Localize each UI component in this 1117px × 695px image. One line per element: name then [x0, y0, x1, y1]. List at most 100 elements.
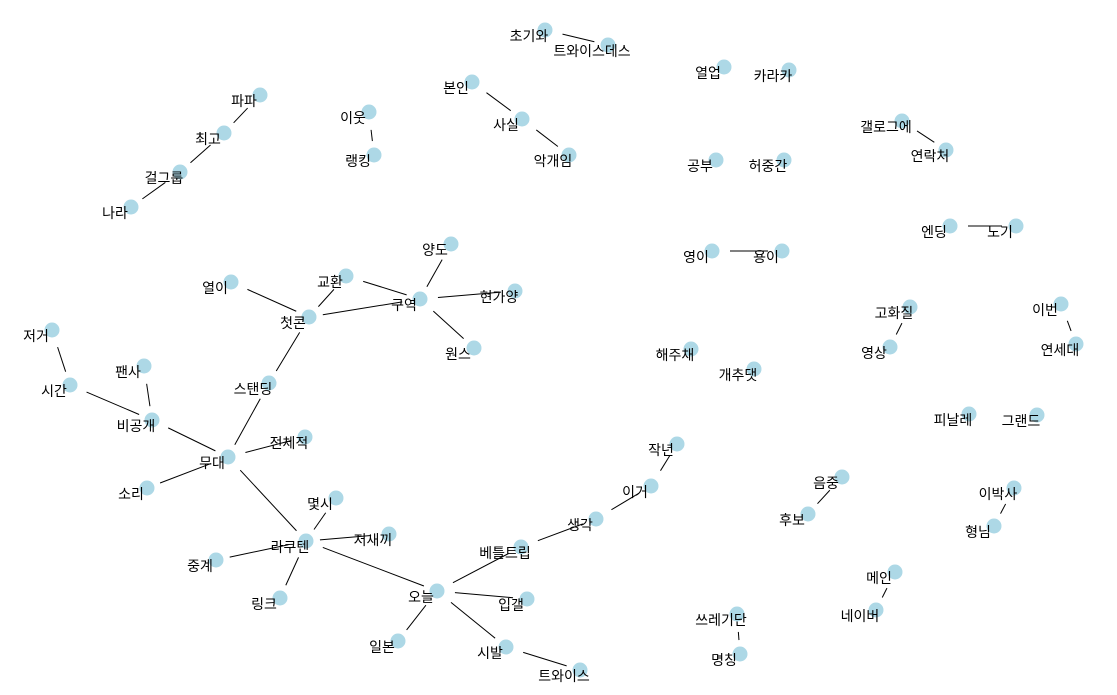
- graph-node: 음중: [813, 469, 850, 492]
- edge-n34-n35: [245, 440, 292, 453]
- edge-n23-n25: [363, 280, 407, 296]
- graph-node: 무대: [199, 449, 236, 472]
- node-label: 저새끼: [354, 533, 393, 549]
- graph-node: 열업: [695, 59, 732, 82]
- graph-node: 걸그룹: [145, 164, 188, 187]
- node-dot: [466, 340, 482, 356]
- node-dot: [746, 361, 762, 377]
- node-dot: [464, 74, 480, 90]
- edge-n39-n41: [285, 557, 299, 586]
- node-label: 비공개: [117, 419, 156, 435]
- edge-n9-n10: [190, 144, 211, 164]
- node-dot: [781, 62, 797, 78]
- node-label: 생각: [567, 518, 593, 534]
- node-dot: [507, 283, 523, 299]
- node-dot: [961, 406, 977, 422]
- node-label: 악개임: [534, 154, 573, 170]
- node-dot: [216, 125, 232, 141]
- node-label: 메인: [866, 571, 892, 587]
- graph-node: 현가양: [480, 283, 523, 306]
- node-dot: [1068, 336, 1084, 352]
- node-dot: [123, 199, 139, 215]
- node-label: 명칭: [711, 653, 737, 669]
- node-dot: [537, 22, 553, 38]
- graph-node: 본인: [443, 74, 480, 97]
- graph-node: 오늘: [408, 583, 445, 606]
- node-label: 갤로그에: [860, 120, 912, 136]
- graph-node: 쓰레기단: [695, 606, 747, 629]
- graph-node: 엔딩: [921, 218, 958, 241]
- node-dot: [834, 469, 850, 485]
- graph-node: 카라카: [754, 62, 797, 85]
- node-label: 사실: [493, 118, 519, 134]
- node-label: 구역: [391, 298, 417, 314]
- node-dot: [894, 113, 910, 129]
- node-dot: [298, 533, 314, 549]
- edge-n24-n27: [247, 288, 297, 312]
- edge-n6-n7: [370, 129, 373, 142]
- edge-n42-n44: [454, 592, 514, 599]
- node-dot: [1029, 407, 1045, 423]
- graph-node: 나라: [102, 199, 139, 222]
- node-label: 최고: [195, 132, 221, 148]
- graph-node: 사실: [493, 111, 530, 134]
- graph-node: 랭킹: [345, 147, 382, 170]
- node-label: 베틀트립: [479, 546, 531, 562]
- edge-n37-n39: [313, 512, 327, 530]
- graph-node: 팬사: [115, 358, 152, 381]
- graph-node: 공부: [687, 152, 724, 175]
- graph-node: 트와이스데스: [553, 37, 631, 60]
- graph-node: 용이: [753, 243, 790, 266]
- node-label: 트와이스: [538, 669, 590, 685]
- node-dot: [774, 243, 790, 259]
- node-label: 팬사: [115, 365, 141, 381]
- node-label: 파파: [231, 94, 257, 110]
- edge-layer: [57, 33, 1072, 667]
- node-dot: [986, 518, 1002, 534]
- node-dot: [498, 639, 514, 655]
- node-dot: [297, 429, 313, 445]
- node-label: 이번: [1032, 303, 1058, 319]
- node-label: 후보: [779, 513, 805, 529]
- edge-n10-n11: [142, 182, 166, 200]
- node-dot: [338, 268, 354, 284]
- graph-node: 입갤: [498, 591, 535, 614]
- graph-node: 전체적: [270, 429, 313, 452]
- edge-n14-n15: [916, 130, 935, 143]
- node-dot: [942, 218, 958, 234]
- edge-n43-n48: [537, 523, 584, 542]
- graph-node: 소리: [118, 480, 155, 503]
- node-dot: [868, 602, 884, 618]
- node-dot: [882, 339, 898, 355]
- edge-n34-n36: [159, 462, 212, 484]
- node-label: 랭킹: [345, 154, 371, 170]
- node-dot: [683, 341, 699, 357]
- node-dot: [381, 526, 397, 542]
- node-dot: [136, 358, 152, 374]
- graph-node: 작년: [648, 436, 685, 459]
- edge-n3-n4: [486, 92, 512, 112]
- graph-node: 원스: [445, 340, 482, 363]
- graph-node: 연락처: [911, 142, 954, 165]
- graph-node: 명칭: [711, 646, 748, 669]
- node-dot: [716, 59, 732, 75]
- graph-node: 첫콘: [280, 309, 317, 332]
- node-label: 걸그룹: [145, 171, 184, 187]
- node-dot: [513, 539, 529, 555]
- node-label: 저거: [23, 329, 49, 345]
- node-dot: [172, 164, 188, 180]
- node-dot: [800, 506, 816, 522]
- node-dot: [561, 147, 577, 163]
- graph-node: 영이: [683, 243, 720, 266]
- node-dot: [902, 299, 918, 315]
- node-dot: [412, 291, 428, 307]
- graph-node: 중계: [187, 552, 224, 575]
- edge-n49-n50: [660, 455, 671, 471]
- edge-n8-n9: [233, 107, 248, 124]
- graph-node: 양도: [422, 236, 459, 259]
- node-label: 형님: [965, 525, 991, 541]
- node-dot: [514, 111, 530, 127]
- node-dot: [390, 633, 406, 649]
- node-dot: [643, 478, 659, 494]
- graph-node: 고화질: [875, 299, 918, 322]
